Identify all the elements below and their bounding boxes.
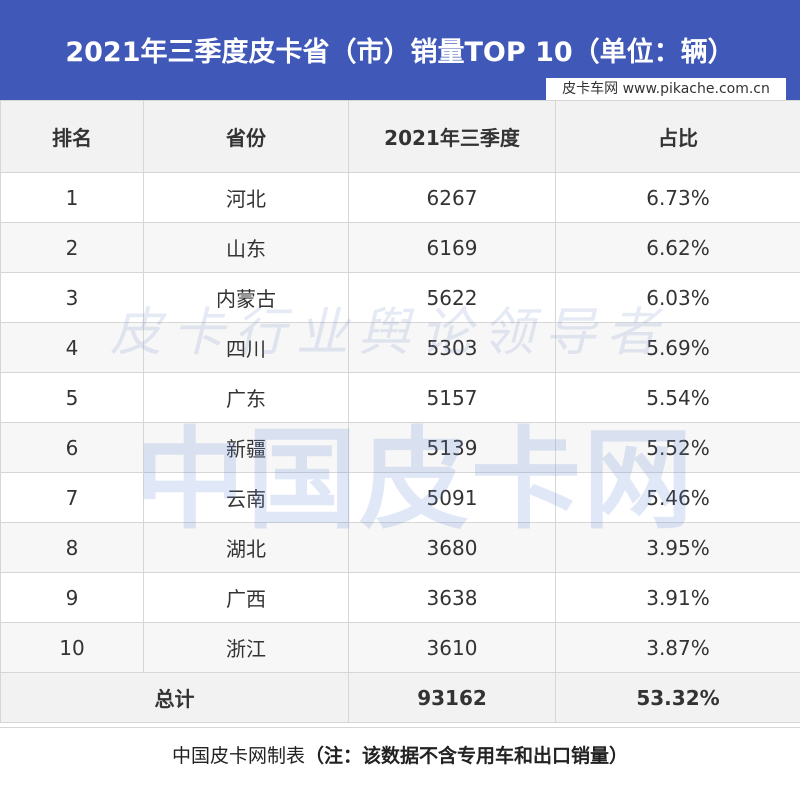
rank-cell: 4 — [0, 322, 144, 373]
sales-cell: 3680 — [348, 522, 556, 573]
province-cell: 四川 — [143, 322, 349, 373]
table-row: 10 浙江 3610 3.87% — [0, 622, 800, 673]
province-cell: 新疆 — [143, 422, 349, 473]
table-row: 9 广西 3638 3.91% — [0, 572, 800, 623]
table-header-row: 排名 省份 2021年三季度 占比 — [0, 100, 800, 173]
total-sales: 93162 — [348, 672, 556, 723]
table-row: 8 湖北 3680 3.95% — [0, 522, 800, 573]
table-row: 7 云南 5091 5.46% — [0, 472, 800, 523]
total-share: 53.32% — [555, 672, 800, 723]
share-cell: 5.69% — [555, 322, 800, 373]
column-header-share: 占比 — [555, 100, 800, 173]
column-header-province: 省份 — [143, 100, 349, 173]
share-cell: 3.87% — [555, 622, 800, 673]
rank-cell: 2 — [0, 222, 144, 273]
rank-cell: 5 — [0, 372, 144, 423]
table-row: 1 河北 6267 6.73% — [0, 172, 800, 223]
sales-cell: 5303 — [348, 322, 556, 373]
footer-source: 中国皮卡网制表 — [171, 745, 305, 767]
site-label: 皮卡车网 www.pikache.com.cn — [546, 78, 786, 100]
share-cell: 5.52% — [555, 422, 800, 473]
rank-cell: 10 — [0, 622, 144, 673]
sales-cell: 5622 — [348, 272, 556, 323]
share-cell: 6.62% — [555, 222, 800, 273]
share-cell: 6.73% — [555, 172, 800, 223]
column-header-rank: 排名 — [0, 100, 144, 173]
sales-cell: 5157 — [348, 372, 556, 423]
province-cell: 广西 — [143, 572, 349, 623]
table-row: 4 四川 5303 5.69% — [0, 322, 800, 373]
province-cell: 内蒙古 — [143, 272, 349, 323]
sales-table: 排名 省份 2021年三季度 占比 1 河北 6267 6.73% 2 山东 6… — [0, 100, 800, 723]
sales-cell: 5139 — [348, 422, 556, 473]
rank-cell: 7 — [0, 472, 144, 523]
footer-disclaimer: （注：该数据不含专用车和出口销量） — [305, 745, 629, 767]
page-title: 2021年三季度皮卡省（市）销量TOP 10（单位：辆） — [65, 37, 735, 68]
province-cell: 山东 — [143, 222, 349, 273]
sales-cell: 3638 — [348, 572, 556, 623]
share-cell: 3.95% — [555, 522, 800, 573]
column-header-sales: 2021年三季度 — [348, 100, 556, 173]
table-row: 3 内蒙古 5622 6.03% — [0, 272, 800, 323]
sales-cell: 3610 — [348, 622, 556, 673]
province-cell: 湖北 — [143, 522, 349, 573]
province-cell: 广东 — [143, 372, 349, 423]
rank-cell: 6 — [0, 422, 144, 473]
sales-cell: 6267 — [348, 172, 556, 223]
table-row: 6 新疆 5139 5.52% — [0, 422, 800, 473]
total-row: 总计 93162 53.32% — [0, 672, 800, 723]
share-cell: 6.03% — [555, 272, 800, 323]
footer-note: 中国皮卡网制表（注：该数据不含专用车和出口销量） — [0, 727, 800, 786]
province-cell: 河北 — [143, 172, 349, 223]
sales-cell: 5091 — [348, 472, 556, 523]
province-cell: 浙江 — [143, 622, 349, 673]
rank-cell: 8 — [0, 522, 144, 573]
sales-cell: 6169 — [348, 222, 556, 273]
share-cell: 5.54% — [555, 372, 800, 423]
total-label: 总计 — [0, 672, 349, 723]
header-bar: 2021年三季度皮卡省（市）销量TOP 10（单位：辆） 皮卡车网 www.pi… — [0, 0, 800, 100]
province-cell: 云南 — [143, 472, 349, 523]
rank-cell: 9 — [0, 572, 144, 623]
table-row: 5 广东 5157 5.54% — [0, 372, 800, 423]
share-cell: 5.46% — [555, 472, 800, 523]
share-cell: 3.91% — [555, 572, 800, 623]
rank-cell: 3 — [0, 272, 144, 323]
table-row: 2 山东 6169 6.62% — [0, 222, 800, 273]
rank-cell: 1 — [0, 172, 144, 223]
